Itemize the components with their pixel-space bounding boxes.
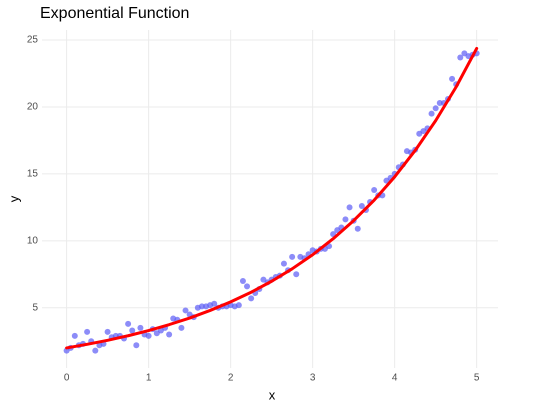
x-tick-label: 5 <box>474 373 480 384</box>
point <box>182 307 189 314</box>
point <box>92 347 99 354</box>
point <box>358 203 365 210</box>
x-axis-label: x <box>269 387 276 402</box>
point <box>125 320 132 327</box>
point <box>244 283 251 290</box>
point <box>342 216 349 223</box>
point <box>145 332 152 339</box>
y-tick-label: 25 <box>27 35 39 46</box>
x-tick-label: 3 <box>310 373 316 384</box>
x-tick-label: 2 <box>228 373 234 384</box>
x-tick-label: 4 <box>392 373 398 384</box>
y-tick-label: 5 <box>32 302 38 313</box>
x-tick-label: 0 <box>64 373 70 384</box>
point <box>198 303 205 310</box>
point <box>211 300 218 307</box>
point <box>371 186 378 193</box>
point <box>129 327 136 334</box>
point <box>178 324 185 331</box>
x-tick-label: 1 <box>146 373 152 384</box>
y-tick-label: 20 <box>27 102 39 113</box>
point <box>346 204 353 211</box>
y-tick-label: 15 <box>27 169 39 180</box>
y-axis-label: y <box>6 195 21 202</box>
point <box>104 328 111 335</box>
point <box>449 75 456 82</box>
point <box>137 324 144 331</box>
y-tick-label: 10 <box>27 235 39 246</box>
point <box>71 332 78 339</box>
point <box>84 328 91 335</box>
point <box>354 225 361 232</box>
fit-line <box>65 46 479 350</box>
chart-title: Exponential Function <box>40 5 189 22</box>
point <box>432 105 439 112</box>
point <box>280 260 287 267</box>
point <box>293 271 300 278</box>
point <box>436 99 443 106</box>
point <box>428 110 435 117</box>
point <box>457 54 464 61</box>
point <box>235 302 242 309</box>
point <box>289 253 296 260</box>
point <box>248 295 255 302</box>
point <box>133 342 140 349</box>
point <box>166 331 173 338</box>
point <box>239 277 246 284</box>
